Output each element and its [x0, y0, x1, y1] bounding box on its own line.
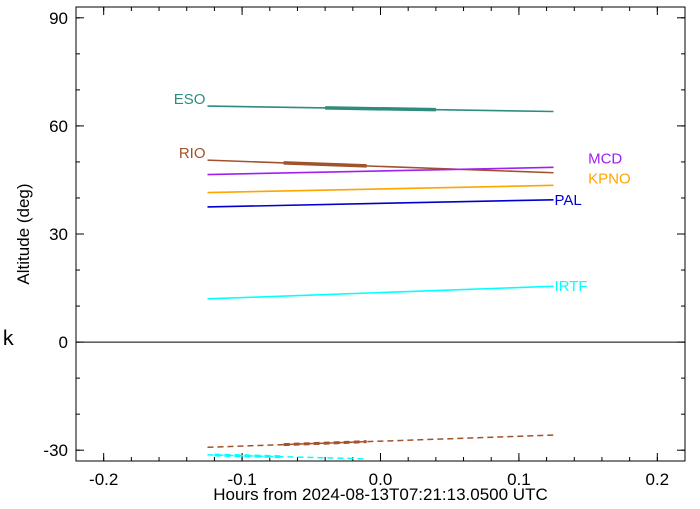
y-tick-label: 0	[59, 333, 68, 352]
series-label-eso: ESO	[174, 91, 206, 108]
y-axis-label: Altitude (deg)	[14, 183, 33, 284]
series-label-rio: RIO	[179, 145, 206, 162]
series-line-irtf	[207, 285, 554, 300]
side-label: k	[2, 326, 15, 350]
series-label-pal: PAL	[555, 192, 582, 209]
x-tick-label: 0.2	[645, 470, 669, 489]
series-window-eso	[325, 106, 436, 112]
y-tick-label: 30	[49, 225, 68, 244]
series-line-rio	[207, 159, 554, 174]
y-tick-label: -30	[43, 441, 68, 460]
series-line-kpno	[207, 184, 554, 194]
below-horizon-window	[214, 453, 284, 459]
x-tick-label: 0.0	[369, 470, 393, 489]
below-horizon-track	[207, 434, 554, 449]
series-label-kpno: KPNO	[588, 170, 631, 187]
series-label-mcd: MCD	[588, 150, 622, 167]
series-label-irtf: IRTF	[555, 278, 588, 295]
series-window-rio	[283, 161, 367, 168]
x-axis-label: Hours from 2024-08-13T07:21:13.0500 UTC	[213, 485, 548, 504]
y-tick-label: 90	[49, 9, 68, 28]
x-tick-label: -0.1	[227, 470, 256, 489]
series-line-pal	[207, 198, 554, 208]
y-tick-label: 60	[49, 117, 68, 136]
plot-frame	[75, 6, 686, 462]
x-tick-label: 0.1	[507, 470, 531, 489]
below-horizon-track	[207, 454, 367, 460]
x-tick-label: -0.2	[89, 470, 118, 489]
below-horizon-window	[283, 440, 367, 447]
series-line-mcd	[207, 166, 554, 176]
